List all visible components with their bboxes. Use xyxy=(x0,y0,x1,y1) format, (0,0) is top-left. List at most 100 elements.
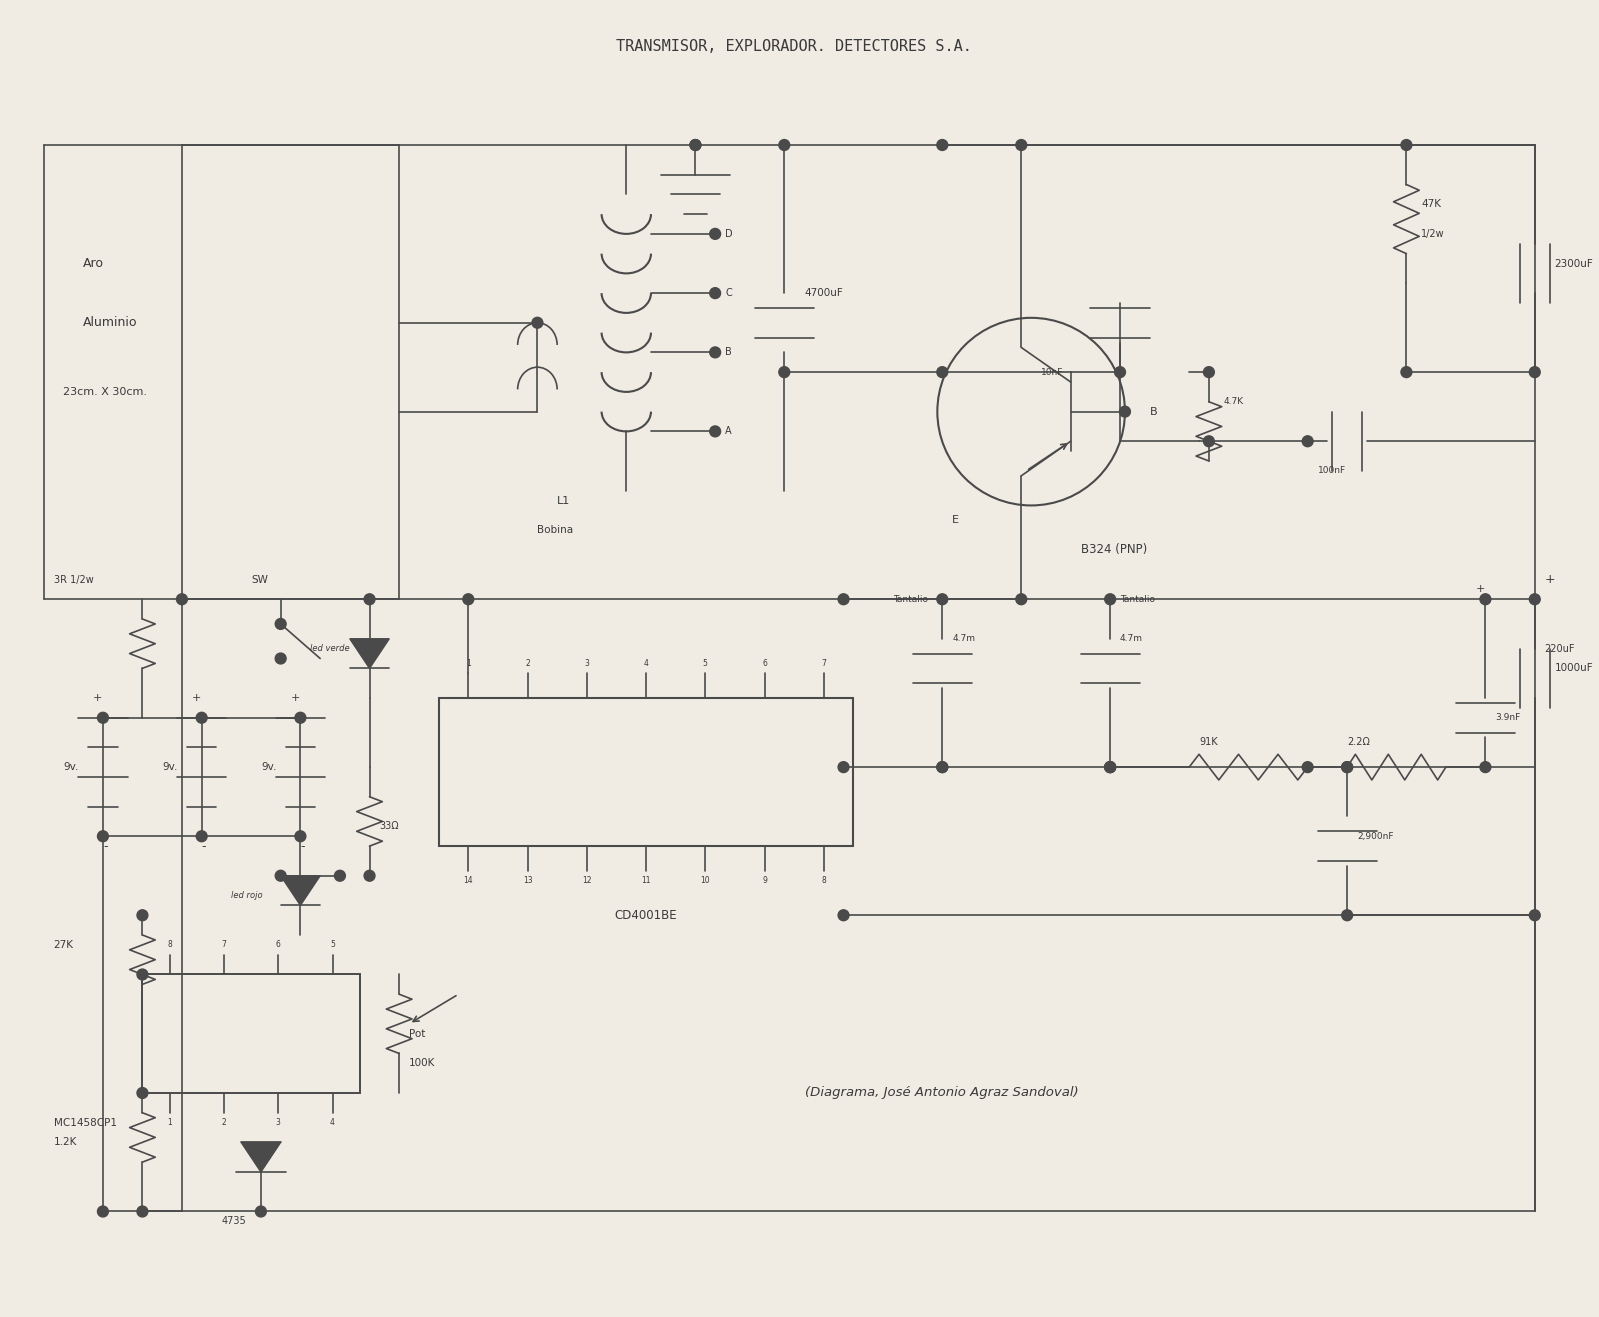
Text: 1: 1 xyxy=(465,658,470,668)
Text: D: D xyxy=(724,229,732,238)
Polygon shape xyxy=(281,876,320,905)
Circle shape xyxy=(1115,366,1126,378)
Circle shape xyxy=(937,594,948,605)
Text: 1.2K: 1.2K xyxy=(53,1138,77,1147)
Circle shape xyxy=(1204,366,1214,378)
Circle shape xyxy=(691,140,700,150)
Text: B: B xyxy=(724,348,732,357)
Text: 10: 10 xyxy=(700,876,710,885)
Circle shape xyxy=(334,871,345,881)
Text: 6: 6 xyxy=(275,940,281,950)
Text: 4735: 4735 xyxy=(221,1217,246,1226)
Text: 2300uF: 2300uF xyxy=(1554,258,1593,269)
Circle shape xyxy=(365,594,376,605)
Text: 4.7K: 4.7K xyxy=(1223,398,1244,406)
Circle shape xyxy=(138,969,147,980)
Circle shape xyxy=(98,1206,109,1217)
Circle shape xyxy=(937,761,948,773)
Text: 10nF: 10nF xyxy=(1041,367,1063,377)
Circle shape xyxy=(1105,594,1116,605)
Text: 7: 7 xyxy=(822,658,827,668)
Text: 100K: 100K xyxy=(409,1059,435,1068)
Circle shape xyxy=(1481,594,1490,605)
Circle shape xyxy=(1105,761,1116,773)
Text: B: B xyxy=(1150,407,1158,416)
Circle shape xyxy=(710,346,721,358)
Circle shape xyxy=(1204,436,1214,446)
Text: 9v.: 9v. xyxy=(261,763,277,772)
Text: 23cm. X 30cm.: 23cm. X 30cm. xyxy=(64,387,147,396)
Text: MC1458CP1: MC1458CP1 xyxy=(53,1118,117,1127)
Circle shape xyxy=(838,910,849,921)
Text: Aro: Aro xyxy=(83,257,104,270)
Circle shape xyxy=(838,761,849,773)
Text: +: + xyxy=(1545,573,1556,586)
Circle shape xyxy=(294,831,305,842)
Circle shape xyxy=(1529,366,1540,378)
Text: +: + xyxy=(291,693,301,703)
Circle shape xyxy=(197,712,208,723)
Circle shape xyxy=(98,831,109,842)
Circle shape xyxy=(1015,594,1027,605)
Polygon shape xyxy=(241,1142,281,1172)
Text: 4.7m: 4.7m xyxy=(1119,635,1143,643)
Circle shape xyxy=(1105,761,1116,773)
Circle shape xyxy=(176,594,187,605)
Circle shape xyxy=(1342,761,1353,773)
Text: 11: 11 xyxy=(641,876,651,885)
Text: L1: L1 xyxy=(556,495,571,506)
Circle shape xyxy=(710,287,721,299)
Polygon shape xyxy=(350,639,389,668)
Text: 33Ω: 33Ω xyxy=(379,822,400,831)
Circle shape xyxy=(937,140,948,150)
Circle shape xyxy=(1481,761,1490,773)
Text: E: E xyxy=(951,515,959,525)
Circle shape xyxy=(1302,761,1313,773)
Circle shape xyxy=(532,317,542,328)
Circle shape xyxy=(691,140,700,150)
Text: 3: 3 xyxy=(275,1118,281,1127)
Text: 4: 4 xyxy=(329,1118,334,1127)
Circle shape xyxy=(294,712,305,723)
Text: 220uF: 220uF xyxy=(1545,644,1575,653)
Text: -: - xyxy=(301,840,305,852)
Circle shape xyxy=(1342,761,1353,773)
Text: 2,900nF: 2,900nF xyxy=(1358,832,1393,840)
Text: 5: 5 xyxy=(329,940,334,950)
Text: 91K: 91K xyxy=(1199,738,1218,748)
Text: +: + xyxy=(192,693,201,703)
Text: Aluminio: Aluminio xyxy=(83,316,138,329)
Circle shape xyxy=(275,619,286,630)
Circle shape xyxy=(138,1206,147,1217)
Text: 8: 8 xyxy=(168,940,173,950)
Circle shape xyxy=(1342,910,1353,921)
Text: TRANSMISOR, EXPLORADOR. DETECTORES S.A.: TRANSMISOR, EXPLORADOR. DETECTORES S.A. xyxy=(616,38,972,54)
Text: Tantalio: Tantalio xyxy=(892,595,927,603)
Text: +: + xyxy=(1476,585,1485,594)
Circle shape xyxy=(1119,406,1130,417)
Circle shape xyxy=(937,761,948,773)
Circle shape xyxy=(710,425,721,437)
Text: 8: 8 xyxy=(822,876,827,885)
Bar xyxy=(142,975,360,1093)
Text: B324 (PNP): B324 (PNP) xyxy=(1081,544,1146,556)
Circle shape xyxy=(462,594,473,605)
Text: CD4001BE: CD4001BE xyxy=(614,909,678,922)
Circle shape xyxy=(1529,910,1540,921)
Text: 27K: 27K xyxy=(53,940,74,950)
Text: 9v.: 9v. xyxy=(161,763,177,772)
Text: Tantalio: Tantalio xyxy=(1119,595,1154,603)
Text: 2.2Ω: 2.2Ω xyxy=(1346,738,1370,748)
Text: 47K: 47K xyxy=(1422,199,1441,209)
Circle shape xyxy=(1529,594,1540,605)
Text: 13: 13 xyxy=(523,876,532,885)
Text: 1: 1 xyxy=(168,1118,173,1127)
Circle shape xyxy=(1401,140,1412,150)
Text: +: + xyxy=(93,693,102,703)
Text: 100nF: 100nF xyxy=(1318,466,1346,475)
Circle shape xyxy=(138,1088,147,1098)
Circle shape xyxy=(937,366,948,378)
Circle shape xyxy=(1401,366,1412,378)
Circle shape xyxy=(710,228,721,240)
Text: C: C xyxy=(724,288,732,298)
